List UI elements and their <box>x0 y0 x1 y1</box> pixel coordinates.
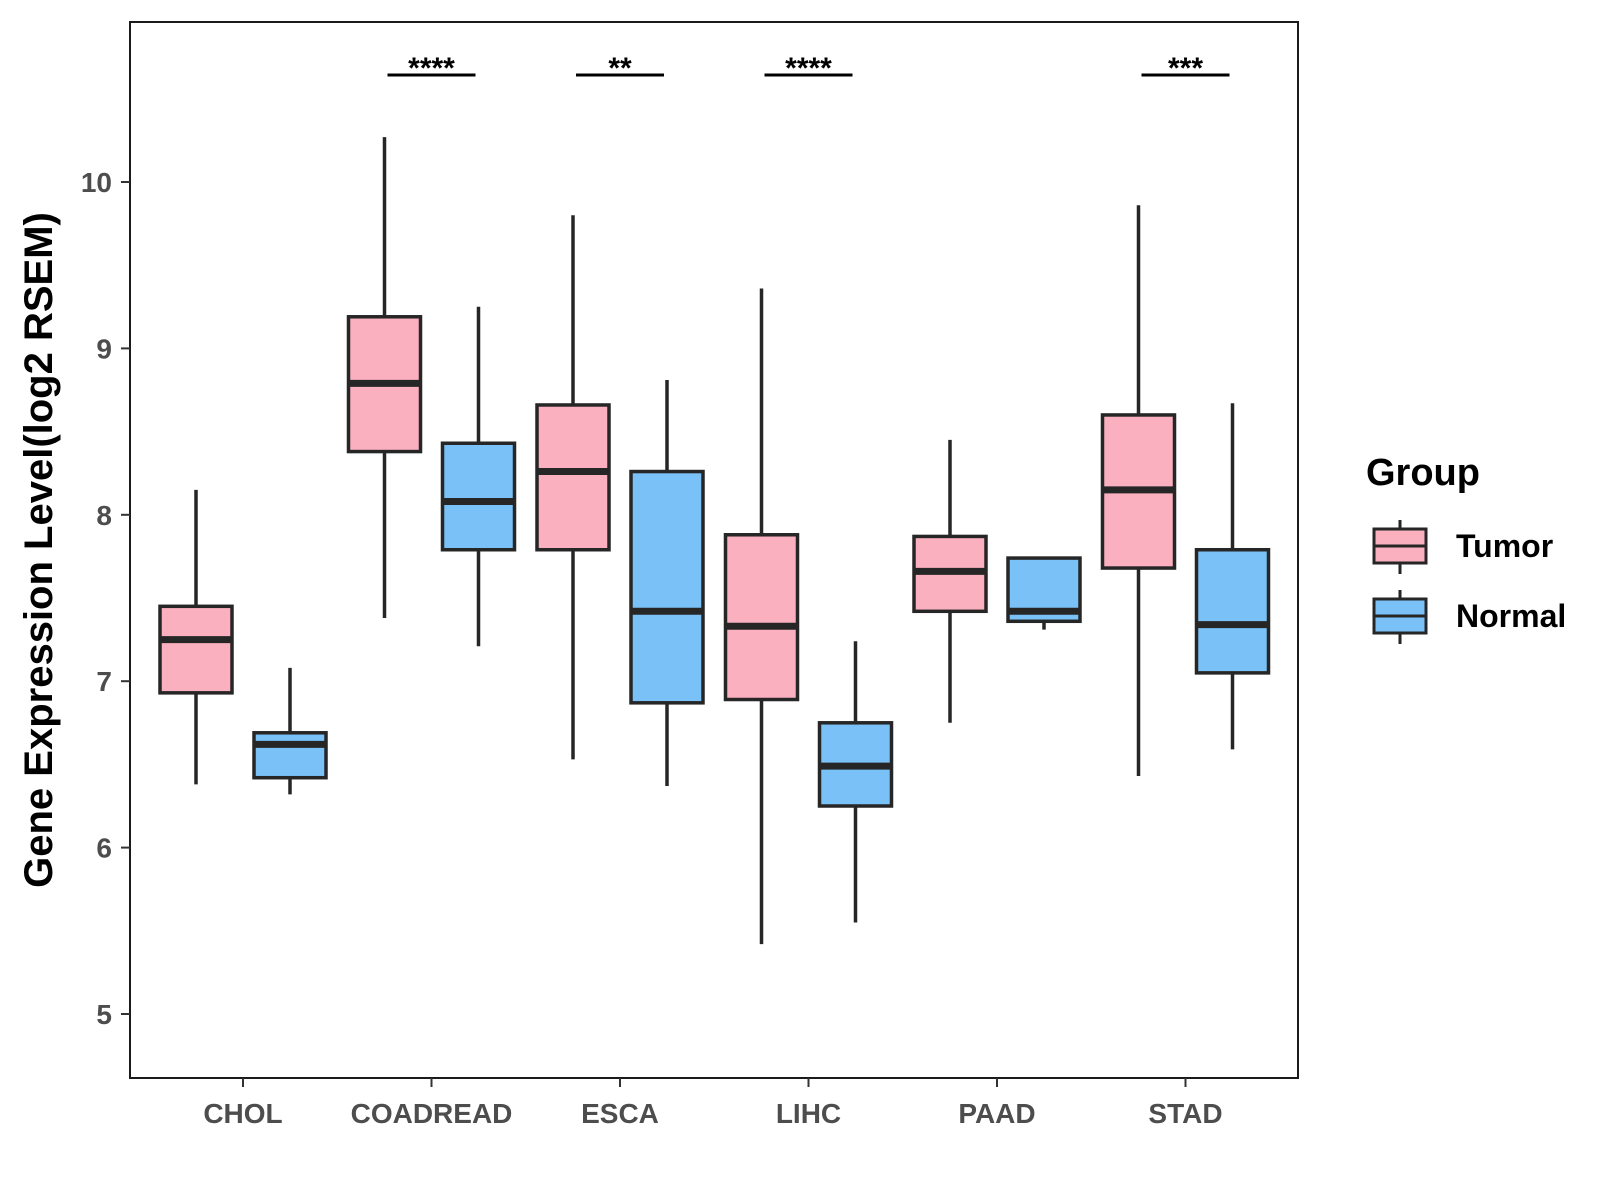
x-tick-label: LIHC <box>776 1098 841 1129</box>
significance-layer: **** ** **** *** <box>387 52 1230 85</box>
x-tick-label: STAD <box>1148 1098 1222 1129</box>
x-tick-label: COADREAD <box>351 1098 513 1129</box>
y-tick-label: 9 <box>96 333 112 364</box>
box-paad-tumor <box>912 439 988 723</box>
x-tick-label: CHOL <box>203 1098 282 1129</box>
box-body <box>723 533 800 702</box>
y-tick-label: 6 <box>96 833 112 864</box>
significance-label: ** <box>608 52 632 85</box>
box-coadread-tumor <box>346 137 423 618</box>
box-stad-normal <box>1194 403 1271 750</box>
box-body <box>158 604 234 695</box>
y-tick-label: 10 <box>81 167 112 198</box>
box-body <box>1194 547 1271 675</box>
box-lihc-normal <box>817 641 894 923</box>
x-tick-label: ESCA <box>581 1098 659 1129</box>
legend-item-tumor: Tumor <box>1372 520 1553 574</box>
box-chol-tumor <box>158 489 234 785</box>
boxes-layer <box>158 137 1271 945</box>
legend-title: Group <box>1366 452 1480 494</box>
significance-lihc: **** <box>764 52 853 85</box>
legend: Group Tumor Normal <box>1366 452 1566 644</box>
axes-layer: 5 6 7 8 9 10 CHOL COADREAD ESCA LIHC PAAD STAD <box>81 167 1223 1129</box>
box-esca-tumor <box>535 215 611 760</box>
legend-entries: Tumor Normal <box>1372 520 1566 644</box>
box-body <box>252 731 328 780</box>
y-axis-title: Gene Expression Level(log2 RSEM) <box>17 212 61 888</box>
box-coadread-normal <box>440 306 517 647</box>
significance-label: **** <box>785 52 832 85</box>
significance-label: *** <box>1168 52 1203 85</box>
y-tick-label: 5 <box>96 999 112 1030</box>
x-tick-label: PAAD <box>958 1098 1035 1129</box>
significance-esca: ** <box>576 52 664 85</box>
plot-panel-border <box>129 21 1299 1079</box>
legend-label: Normal <box>1456 598 1566 634</box>
box-stad-tumor <box>1100 205 1177 777</box>
y-tick-label: 7 <box>96 666 112 697</box>
legend-label: Tumor <box>1456 528 1553 564</box>
box-body <box>535 403 611 552</box>
legend-item-normal: Normal <box>1372 590 1566 644</box>
box-lihc-tumor <box>723 288 800 945</box>
box-esca-normal <box>629 380 705 787</box>
box-chol-normal <box>252 667 328 795</box>
box-body <box>440 441 517 552</box>
box-body <box>629 469 705 705</box>
y-tick-label: 8 <box>96 500 112 531</box>
box-paad-normal <box>1006 556 1082 630</box>
significance-label: **** <box>408 52 455 85</box>
significance-stad: *** <box>1141 52 1230 85</box>
significance-coadread: **** <box>387 52 476 85</box>
